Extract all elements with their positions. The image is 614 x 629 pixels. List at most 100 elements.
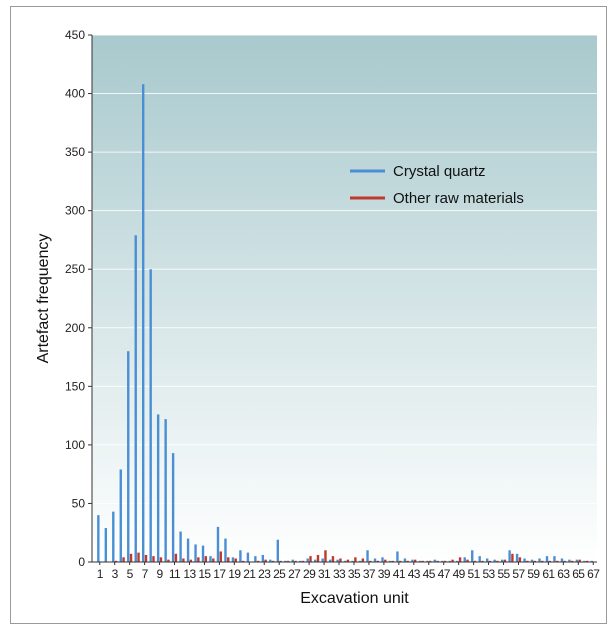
bar-crystal-quartz xyxy=(523,558,526,562)
x-tick-label: 23 xyxy=(258,567,271,581)
bar-other-raw-materials xyxy=(219,551,222,562)
bar-crystal-quartz xyxy=(313,559,317,562)
bar-other-raw-materials xyxy=(264,559,267,562)
bar-other-raw-materials xyxy=(346,559,350,562)
bar-crystal-quartz xyxy=(104,528,108,562)
bar-crystal-quartz xyxy=(254,556,257,562)
x-tick-label: 45 xyxy=(423,567,436,581)
bar-other-raw-materials xyxy=(227,557,230,562)
bar-crystal-quartz xyxy=(142,84,145,562)
x-tick-label: 9 xyxy=(157,567,164,581)
bar-other-raw-materials xyxy=(204,556,208,562)
x-tick-label: 21 xyxy=(243,567,256,581)
bar-other-raw-materials xyxy=(406,560,409,562)
x-tick-label: 35 xyxy=(348,567,361,581)
x-tick-label: 17 xyxy=(213,567,226,581)
bar-other-raw-materials xyxy=(511,553,514,562)
bar-other-raw-materials xyxy=(122,557,125,562)
bar-other-raw-materials xyxy=(585,560,589,562)
legend-label-crystal-quartz: Crystal quartz xyxy=(393,163,486,180)
bar-crystal-quartz xyxy=(403,558,407,562)
bar-crystal-quartz xyxy=(515,553,519,562)
bar-crystal-quartz xyxy=(112,511,115,562)
bar-other-raw-materials xyxy=(518,557,522,562)
bar-crystal-quartz xyxy=(328,559,332,562)
x-tick-label: 51 xyxy=(468,567,481,581)
bar-crystal-quartz xyxy=(351,560,354,562)
bar-other-raw-materials xyxy=(324,550,327,562)
bar-crystal-quartz xyxy=(471,550,474,562)
x-tick-label: 67 xyxy=(587,567,600,581)
y-tick-label: 100 xyxy=(65,438,85,452)
x-tick-label: 31 xyxy=(318,567,331,581)
y-tick-label: 150 xyxy=(65,379,85,393)
bar-other-raw-materials xyxy=(331,556,335,562)
x-tick-label: 5 xyxy=(127,567,134,581)
bar-other-raw-materials xyxy=(271,560,275,562)
bar-crystal-quartz xyxy=(508,550,511,562)
bar-crystal-quartz xyxy=(418,560,422,562)
bar-crystal-quartz xyxy=(553,556,556,562)
bar-crystal-quartz xyxy=(261,554,265,562)
bar-other-raw-materials xyxy=(503,559,507,562)
bar-crystal-quartz xyxy=(276,539,280,562)
x-tick-label: 3 xyxy=(112,567,119,581)
bar-crystal-quartz xyxy=(396,551,399,562)
x-tick-label: 43 xyxy=(408,567,421,581)
bar-other-raw-materials xyxy=(286,560,290,562)
bar-crystal-quartz xyxy=(485,558,489,562)
bar-crystal-quartz xyxy=(373,558,377,562)
bar-other-raw-materials xyxy=(114,560,118,562)
y-tick-label: 400 xyxy=(65,87,85,101)
x-tick-label: 53 xyxy=(482,567,495,581)
bar-crystal-quartz xyxy=(216,526,220,562)
bar-other-raw-materials xyxy=(443,560,447,562)
bar-crystal-quartz xyxy=(366,550,369,562)
bar-other-raw-materials xyxy=(384,559,387,562)
bar-crystal-quartz xyxy=(500,559,504,562)
bar-other-raw-materials xyxy=(174,553,178,562)
x-tick-label: 39 xyxy=(378,567,391,581)
chart-frame xyxy=(10,6,607,624)
bar-other-raw-materials xyxy=(182,558,185,562)
bar-crystal-quartz xyxy=(583,560,586,562)
bar-crystal-quartz xyxy=(358,560,362,562)
x-tick-label: 11 xyxy=(169,567,181,581)
bar-other-raw-materials xyxy=(152,556,155,562)
y-tick-label: 50 xyxy=(72,496,86,510)
bar-other-raw-materials xyxy=(563,560,566,562)
bar-crystal-quartz xyxy=(568,559,571,562)
bar-crystal-quartz xyxy=(441,560,444,562)
x-tick-label: 37 xyxy=(363,567,376,581)
x-tick-label: 63 xyxy=(557,567,570,581)
x-tick-label: 59 xyxy=(527,567,540,581)
bar-crystal-quartz xyxy=(538,558,541,562)
bar-other-raw-materials xyxy=(167,559,170,562)
bar-crystal-quartz xyxy=(239,550,242,562)
x-tick-label: 1 xyxy=(97,567,104,581)
x-tick-label: 41 xyxy=(393,567,406,581)
x-tick-label: 49 xyxy=(453,567,466,581)
bar-other-raw-materials xyxy=(541,560,544,562)
bar-crystal-quartz xyxy=(299,560,302,562)
bar-other-raw-materials xyxy=(189,559,193,562)
bars xyxy=(97,84,594,562)
y-tick-label: 350 xyxy=(65,145,85,159)
x-tick-label: 61 xyxy=(542,567,555,581)
y-axis-title: Artefact frequency xyxy=(35,234,52,364)
x-tick-label: 15 xyxy=(198,567,211,581)
bar-crystal-quartz xyxy=(97,515,100,562)
bar-crystal-quartz xyxy=(560,558,564,562)
bar-other-raw-materials xyxy=(481,560,484,562)
bar-other-raw-materials xyxy=(526,560,529,562)
gridlines xyxy=(92,34,597,504)
bar-other-raw-materials xyxy=(212,558,215,562)
bar-crystal-quartz xyxy=(411,559,414,562)
bar-other-raw-materials xyxy=(376,560,380,562)
bar-other-raw-materials xyxy=(391,560,394,562)
bar-crystal-quartz xyxy=(545,556,549,562)
bar-other-raw-materials xyxy=(436,560,439,562)
bar-crystal-quartz xyxy=(336,559,339,562)
bar-other-raw-materials xyxy=(316,554,320,562)
bar-other-raw-materials xyxy=(256,560,260,562)
